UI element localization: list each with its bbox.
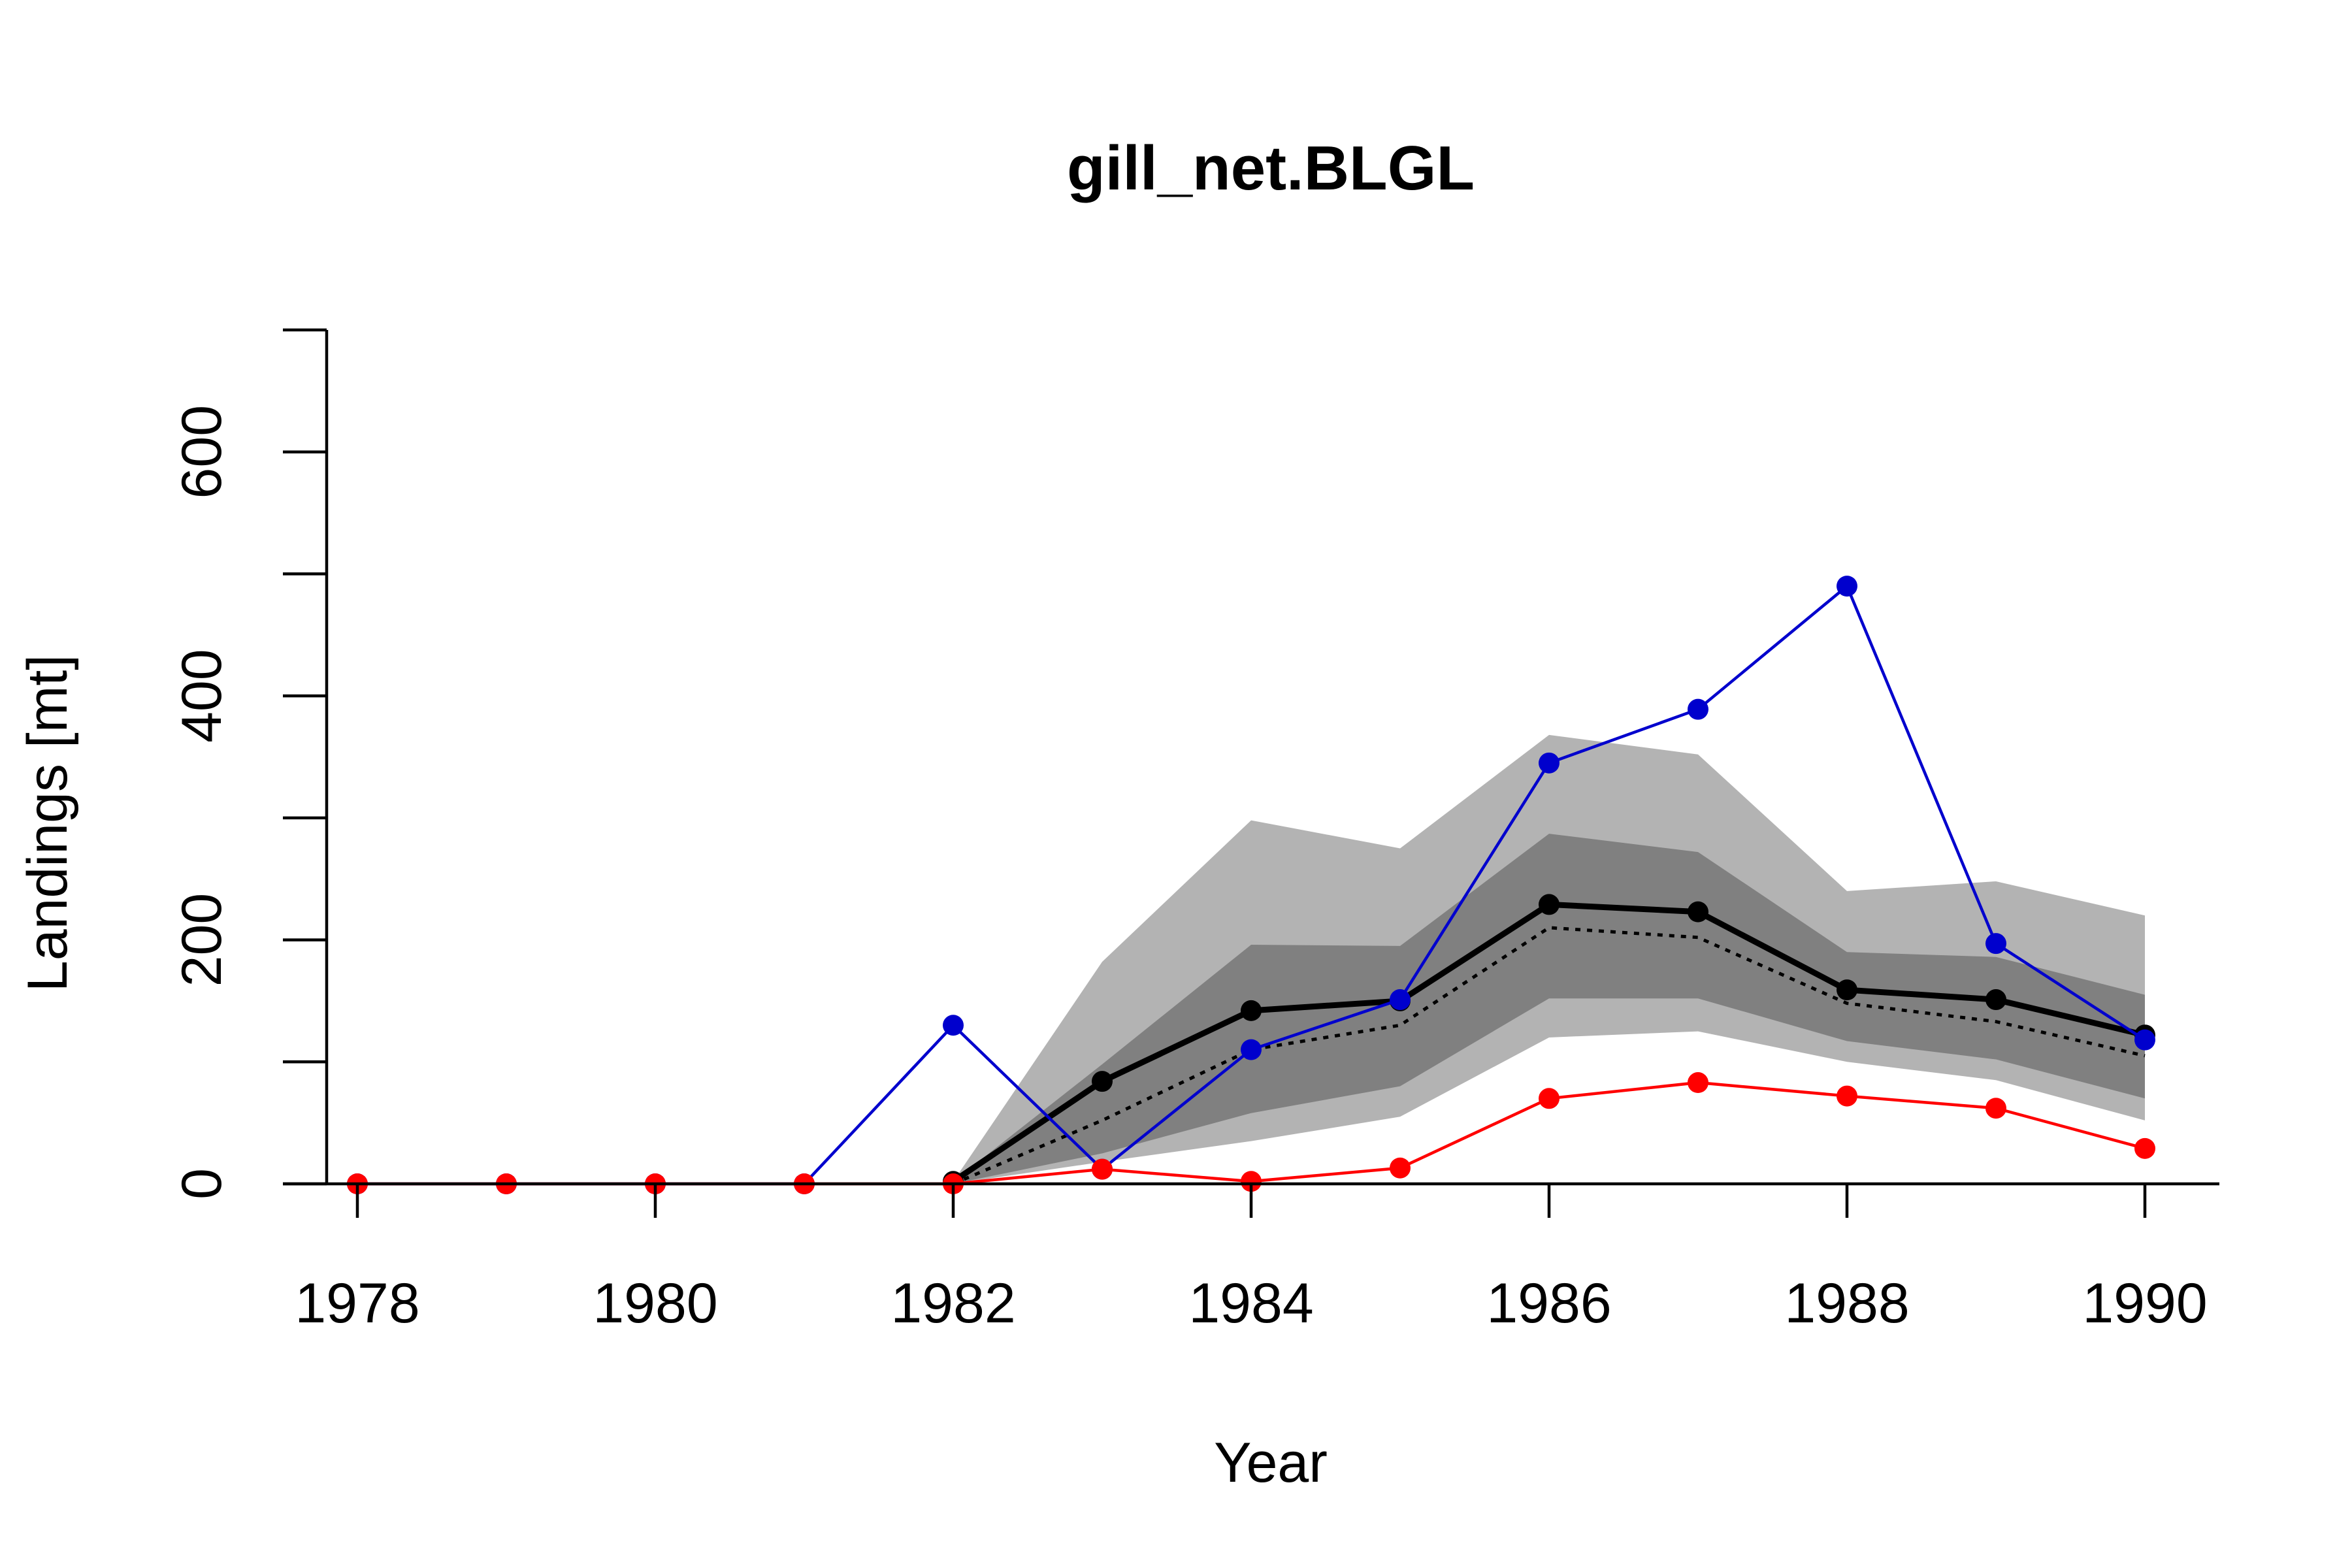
- point-mean: [1539, 894, 1560, 915]
- chart-title: gill_net.BLGL: [1067, 133, 1475, 203]
- line-median: [953, 926, 2146, 1186]
- band-inner-interval: [953, 834, 2145, 1184]
- y-tick-label: 200: [171, 893, 233, 987]
- point-mean: [1241, 1000, 1262, 1021]
- uncertainty-bands: [953, 734, 2145, 1184]
- point-observed-red: [1241, 1171, 1262, 1192]
- point-observed-blue: [1688, 698, 1708, 720]
- y-tick-label: 0: [171, 1168, 233, 1200]
- y-tick-label: 400: [171, 649, 233, 743]
- point-mean: [1837, 979, 1857, 1001]
- point-observed-blue: [1390, 989, 1411, 1011]
- point-observed-blue: [943, 1015, 964, 1036]
- x-tick-label: 1990: [2082, 1272, 2207, 1335]
- x-axis-label: Year: [1214, 1431, 1328, 1494]
- point-mean: [1985, 989, 2006, 1011]
- point-observed-red: [2134, 1137, 2155, 1159]
- point-observed-red: [1539, 1088, 1560, 1109]
- axes: 1978 1980 1982 1984 1986 1988 1990 0 200 400 600: [171, 328, 2219, 1335]
- y-tick-label: 600: [171, 405, 233, 499]
- x-tick-label: 1988: [1784, 1272, 1909, 1335]
- series-group: [347, 576, 2155, 1194]
- point-observed-red: [1985, 1098, 2006, 1119]
- x-tick-label: 1984: [1188, 1272, 1313, 1335]
- point-observed-blue: [1837, 576, 1857, 597]
- point-observed-blue: [1539, 752, 1560, 774]
- point-observed-blue: [1985, 933, 2006, 955]
- point-observed-red: [1092, 1158, 1113, 1180]
- x-tick-label: 1986: [1486, 1272, 1611, 1335]
- point-mean: [1688, 901, 1708, 923]
- point-observed-red: [1837, 1085, 1857, 1107]
- x-tick-label: 1980: [593, 1272, 717, 1335]
- point-observed-red: [1390, 1157, 1411, 1179]
- x-tick-label: 1978: [295, 1272, 419, 1335]
- point-observed-blue: [2134, 1029, 2155, 1051]
- y-axis-label: Landings [mt]: [16, 655, 79, 992]
- x-tick-label: 1982: [890, 1272, 1015, 1335]
- point-observed-blue: [1241, 1039, 1262, 1060]
- point-mean: [1092, 1071, 1113, 1092]
- point-observed-red: [1688, 1072, 1708, 1094]
